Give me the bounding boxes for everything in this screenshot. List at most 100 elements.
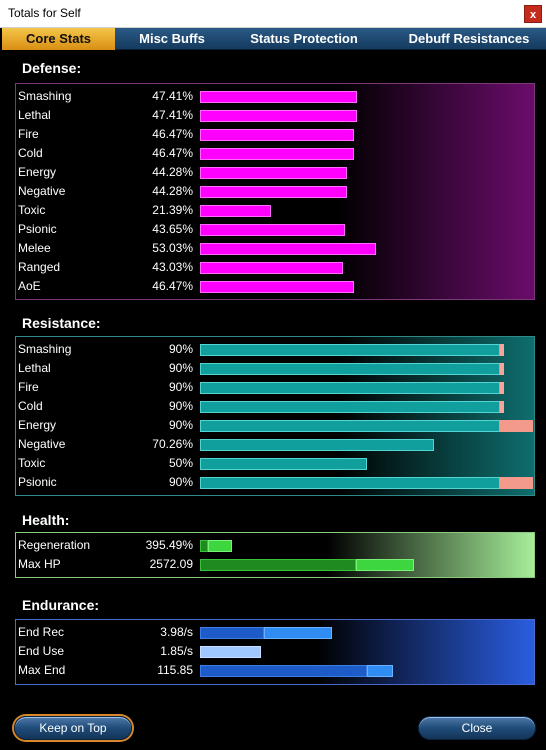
resistance-value: 90% [168, 399, 193, 413]
health-label: Regeneration [18, 538, 91, 552]
resistance-row: Fire 90% [16, 378, 534, 397]
defense-label: Fire [18, 127, 39, 141]
resistance-label: Psionic [18, 475, 57, 489]
health-panel: Regeneration 395.49% Max HP 2572.09 [15, 532, 535, 578]
health-label: Max HP [18, 557, 61, 571]
endurance-label: Max End [18, 663, 66, 677]
defense-bar [200, 129, 354, 141]
resistance-bar [200, 477, 500, 489]
health-value: 2572.09 [149, 557, 193, 571]
resistance-bar [200, 439, 434, 451]
defense-row: Fire 46.47% [16, 125, 534, 144]
health-title: Health: [22, 512, 70, 528]
resistance-label: Toxic [18, 456, 46, 470]
defense-label: Energy [18, 165, 57, 179]
resistance-value: 90% [168, 475, 193, 489]
defense-value: 46.47% [152, 127, 193, 141]
keep-on-top-button[interactable]: Keep on Top [14, 716, 132, 740]
resistance-label: Lethal [18, 361, 51, 375]
resistance-overcap-bar [500, 420, 533, 432]
resistance-value: 90% [168, 342, 193, 356]
tab-core-stats[interactable]: Core Stats [2, 28, 115, 50]
window-title: Totals for Self [8, 6, 81, 20]
defense-value: 43.03% [152, 260, 193, 274]
defense-value: 47.41% [152, 89, 193, 103]
resistance-bar [200, 420, 500, 432]
resistance-value: 90% [168, 361, 193, 375]
resistance-bar [200, 458, 367, 470]
resistance-title: Resistance: [22, 315, 101, 331]
health-value: 395.49% [145, 538, 193, 552]
resistance-bar [200, 363, 500, 375]
defense-bar [200, 281, 354, 293]
defense-label: Ranged [18, 260, 61, 274]
defense-bar [200, 167, 347, 179]
tab-bar: Core Stats Misc Buffs Status Protection … [2, 28, 546, 50]
defense-row: Energy 44.28% [16, 163, 534, 182]
defense-value: 21.39% [152, 203, 193, 217]
resistance-row: Cold 90% [16, 397, 534, 416]
tab-status-protection[interactable]: Status Protection [250, 31, 358, 46]
resistance-row: Psionic 90% [16, 473, 534, 492]
defense-bar [200, 262, 343, 274]
defense-label: Negative [18, 184, 66, 198]
maxend-bonus-bar [367, 665, 393, 677]
endurance-row: End Use 1.85/s [16, 642, 534, 661]
resistance-bar [200, 344, 500, 356]
defense-bar [200, 148, 354, 160]
resistance-overcap-bar [500, 344, 504, 356]
resistance-row: Negative 70.26% [16, 435, 534, 454]
endurance-title: Endurance: [22, 597, 100, 613]
defense-panel: Smashing 47.41% Lethal 47.41% Fire 46.47% C… [15, 83, 535, 300]
endrec-base-bar [200, 627, 264, 639]
resistance-row: Energy 90% [16, 416, 534, 435]
maxhp-bonus-bar [356, 559, 414, 571]
resistance-row: Smashing 90% [16, 340, 534, 359]
defense-label: Smashing [18, 89, 72, 103]
resistance-label: Negative [18, 437, 66, 451]
defense-row: Psionic 43.65% [16, 220, 534, 239]
maxend-base-bar [200, 665, 367, 677]
health-row: Max HP 2572.09 [16, 555, 534, 574]
defense-label: AoE [18, 279, 41, 293]
defense-value: 43.65% [152, 222, 193, 236]
resistance-value: 90% [168, 380, 193, 394]
endurance-row: Max End 115.85 [16, 661, 534, 680]
defense-label: Toxic [18, 203, 46, 217]
defense-row: Smashing 47.41% [16, 87, 534, 106]
resistance-label: Cold [18, 399, 43, 413]
endurance-label: End Use [18, 644, 65, 658]
close-icon[interactable]: x [524, 5, 542, 23]
close-button[interactable]: Close [418, 716, 536, 740]
endurance-value: 3.98/s [160, 625, 193, 639]
resistance-row: Lethal 90% [16, 359, 534, 378]
enduse-value-bar [200, 646, 261, 658]
resistance-label: Smashing [18, 342, 72, 356]
defense-value: 46.47% [152, 146, 193, 160]
resistance-row: Toxic 50% [16, 454, 534, 473]
defense-bar [200, 186, 347, 198]
resistance-panel: Smashing 90% Lethal 90% Fire 90% Cold 90% En… [15, 336, 535, 496]
defense-value: 53.03% [152, 241, 193, 255]
defense-bar [200, 224, 345, 236]
resistance-value: 90% [168, 418, 193, 432]
resistance-overcap-bar [500, 363, 504, 375]
defense-bar [200, 91, 357, 103]
defense-row: Toxic 21.39% [16, 201, 534, 220]
title-bar: Totals for Self x [0, 0, 546, 28]
endurance-value: 115.85 [157, 663, 193, 677]
defense-value: 44.28% [152, 165, 193, 179]
resistance-value: 50% [168, 456, 193, 470]
tab-debuff-resistances[interactable]: Debuff Resistances [408, 31, 530, 46]
resistance-label: Fire [18, 380, 39, 394]
defense-row: Lethal 47.41% [16, 106, 534, 125]
defense-bar [200, 243, 376, 255]
defense-row: Ranged 43.03% [16, 258, 534, 277]
defense-row: Melee 53.03% [16, 239, 534, 258]
tab-misc-buffs[interactable]: Misc Buffs [139, 31, 205, 46]
resistance-bar [200, 382, 500, 394]
defense-label: Lethal [18, 108, 51, 122]
defense-title: Defense: [22, 60, 82, 76]
regen-base-bar [200, 540, 208, 552]
resistance-overcap-bar [500, 477, 533, 489]
